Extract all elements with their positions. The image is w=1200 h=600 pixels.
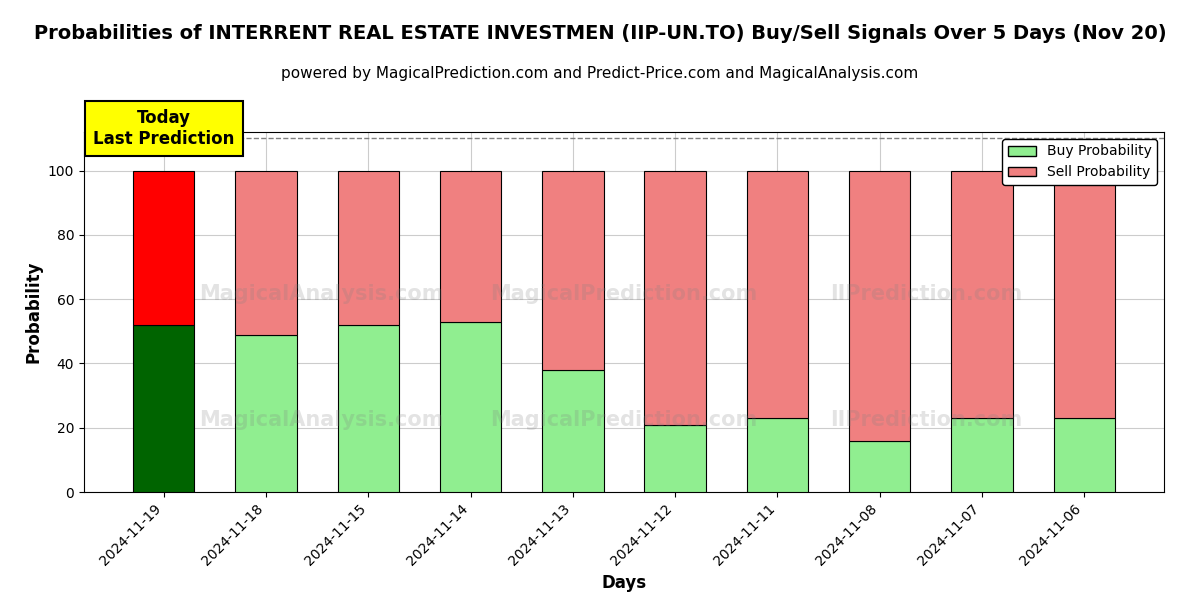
Text: MagicalPrediction.com: MagicalPrediction.com xyxy=(491,410,757,430)
Text: powered by MagicalPrediction.com and Predict-Price.com and MagicalAnalysis.com: powered by MagicalPrediction.com and Pre… xyxy=(281,66,919,81)
Legend: Buy Probability, Sell Probability: Buy Probability, Sell Probability xyxy=(1002,139,1157,185)
Bar xyxy=(746,418,808,492)
Bar xyxy=(337,325,400,492)
Bar xyxy=(542,370,604,492)
Text: MagicalAnalysis.com: MagicalAnalysis.com xyxy=(199,410,444,430)
Text: Today
Last Prediction: Today Last Prediction xyxy=(94,109,234,148)
Y-axis label: Probability: Probability xyxy=(24,261,42,363)
Bar xyxy=(1054,170,1115,418)
Text: IIPrediction.com: IIPrediction.com xyxy=(830,410,1022,430)
Bar xyxy=(235,170,296,335)
Text: MagicalPrediction.com: MagicalPrediction.com xyxy=(491,284,757,304)
Bar xyxy=(235,335,296,492)
Bar xyxy=(440,170,502,322)
Bar xyxy=(952,170,1013,418)
Bar xyxy=(746,170,808,418)
Bar xyxy=(952,418,1013,492)
Bar xyxy=(1054,418,1115,492)
Bar xyxy=(440,322,502,492)
Bar xyxy=(644,170,706,425)
Bar xyxy=(542,170,604,370)
Bar xyxy=(337,170,400,325)
X-axis label: Days: Days xyxy=(601,574,647,592)
Text: IIPrediction.com: IIPrediction.com xyxy=(830,284,1022,304)
Text: MagicalAnalysis.com: MagicalAnalysis.com xyxy=(199,284,444,304)
Bar xyxy=(850,170,911,440)
Bar xyxy=(850,440,911,492)
Bar xyxy=(133,170,194,325)
Text: Probabilities of INTERRENT REAL ESTATE INVESTMEN (IIP-UN.TO) Buy/Sell Signals Ov: Probabilities of INTERRENT REAL ESTATE I… xyxy=(34,24,1166,43)
Bar xyxy=(133,325,194,492)
Bar xyxy=(644,425,706,492)
